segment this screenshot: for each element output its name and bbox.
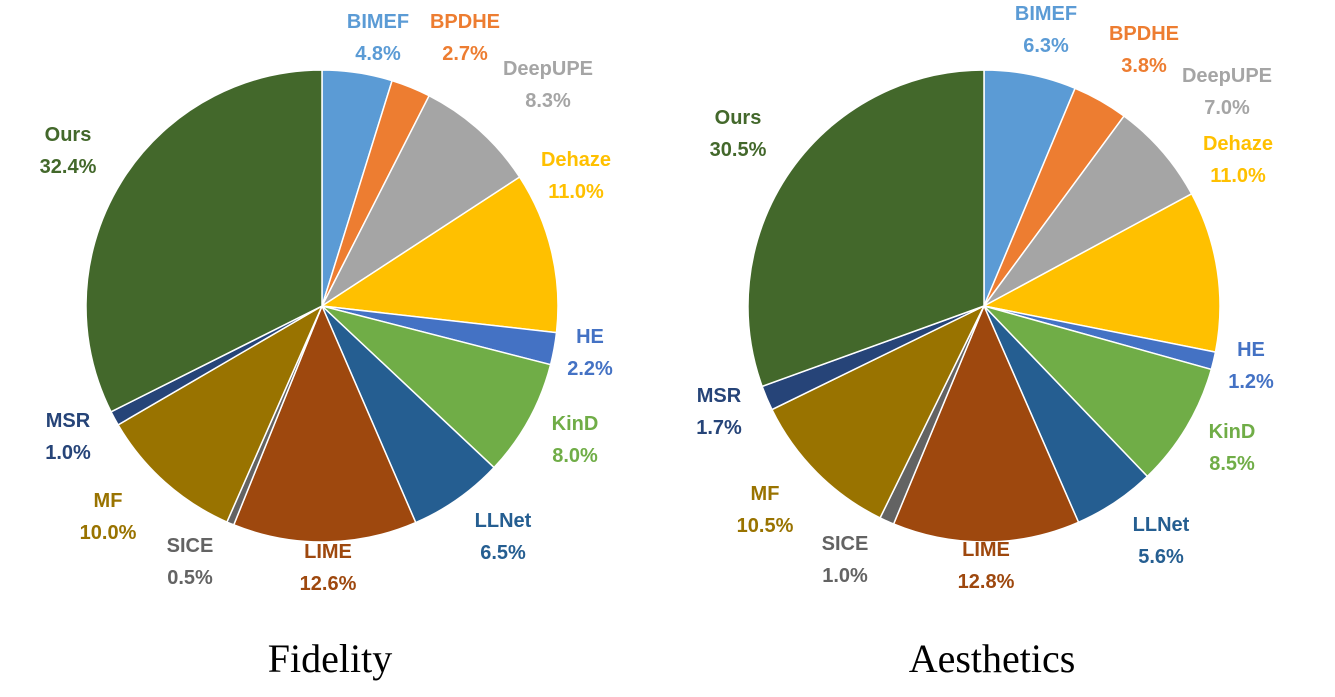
slice-label-he: HE 2.2%	[567, 326, 613, 380]
pie-slice-lime	[892, 304, 1080, 543]
pie-slice-lime	[232, 304, 417, 543]
pie-slice-kind	[321, 305, 552, 469]
chart-title-fidelity: Fidelity	[268, 636, 392, 681]
pie-chart-aesthetics: BIMEF 6.3% BPDHE 3.8% DeepUPE 7.0% Dehaze 11.0%…	[696, 3, 1274, 681]
slice-label-lime: LIME 12.6%	[300, 541, 357, 595]
slice-label-llnet: LLNet 6.5%	[475, 510, 532, 564]
slice-label-llnet: LLNet 5.6%	[1133, 514, 1190, 568]
chart-title-aesthetics: Aesthetics	[909, 636, 1076, 681]
slice-label-deepupe: DeepUPE 8.3%	[503, 58, 593, 112]
pie-slice-deepupe	[983, 114, 1193, 307]
slice-label-bpdhe: BPDHE 3.8%	[1109, 23, 1179, 77]
slice-label-mf: MF 10.5%	[737, 483, 794, 537]
slice-label-kind: KinD 8.0%	[552, 413, 599, 467]
pie-slice-dehaze	[319, 176, 559, 334]
slice-label-bpdhe: BPDHE 2.7%	[430, 11, 500, 65]
slice-label-msr: MSR 1.0%	[45, 410, 91, 464]
pie-slice-ours	[747, 69, 985, 388]
slice-label-ours: Ours 32.4%	[40, 124, 97, 178]
slice-label-lime: LIME 12.8%	[958, 539, 1015, 593]
slice-label-mf: MF 10.0%	[80, 490, 137, 544]
pie-chart-fidelity: BIMEF 4.8% BPDHE 2.7%DeepUPE 8.3% Dehaze 11.0%…	[40, 11, 613, 681]
pie-slice-ours	[85, 69, 323, 413]
pie-slice-kind	[981, 304, 1213, 478]
slice-label-sice: SICE 1.0%	[822, 533, 869, 587]
slice-label-kind: KinD 8.5%	[1209, 421, 1256, 475]
slice-label-bimef: BIMEF 6.3%	[1015, 3, 1077, 57]
slice-label-msr: MSR 1.7%	[696, 385, 742, 439]
pie-slice-deepupe	[320, 94, 521, 309]
slice-label-bimef: BIMEF 4.8%	[347, 11, 409, 65]
slice-label-sice: SICE 0.5%	[167, 535, 214, 589]
pie-slice-mf	[117, 304, 324, 523]
slice-label-dehaze: Dehaze 11.0%	[541, 149, 611, 203]
pie-slice-mf	[770, 304, 986, 519]
slice-label-he: HE 1.2%	[1228, 339, 1274, 393]
slice-label-deepupe: DeepUPE 7.0%	[1182, 65, 1272, 119]
slice-label-dehaze: Dehaze 11.0%	[1203, 133, 1273, 187]
slice-label-ours: Ours 30.5%	[710, 107, 767, 161]
pie-slice-dehaze	[981, 192, 1221, 353]
